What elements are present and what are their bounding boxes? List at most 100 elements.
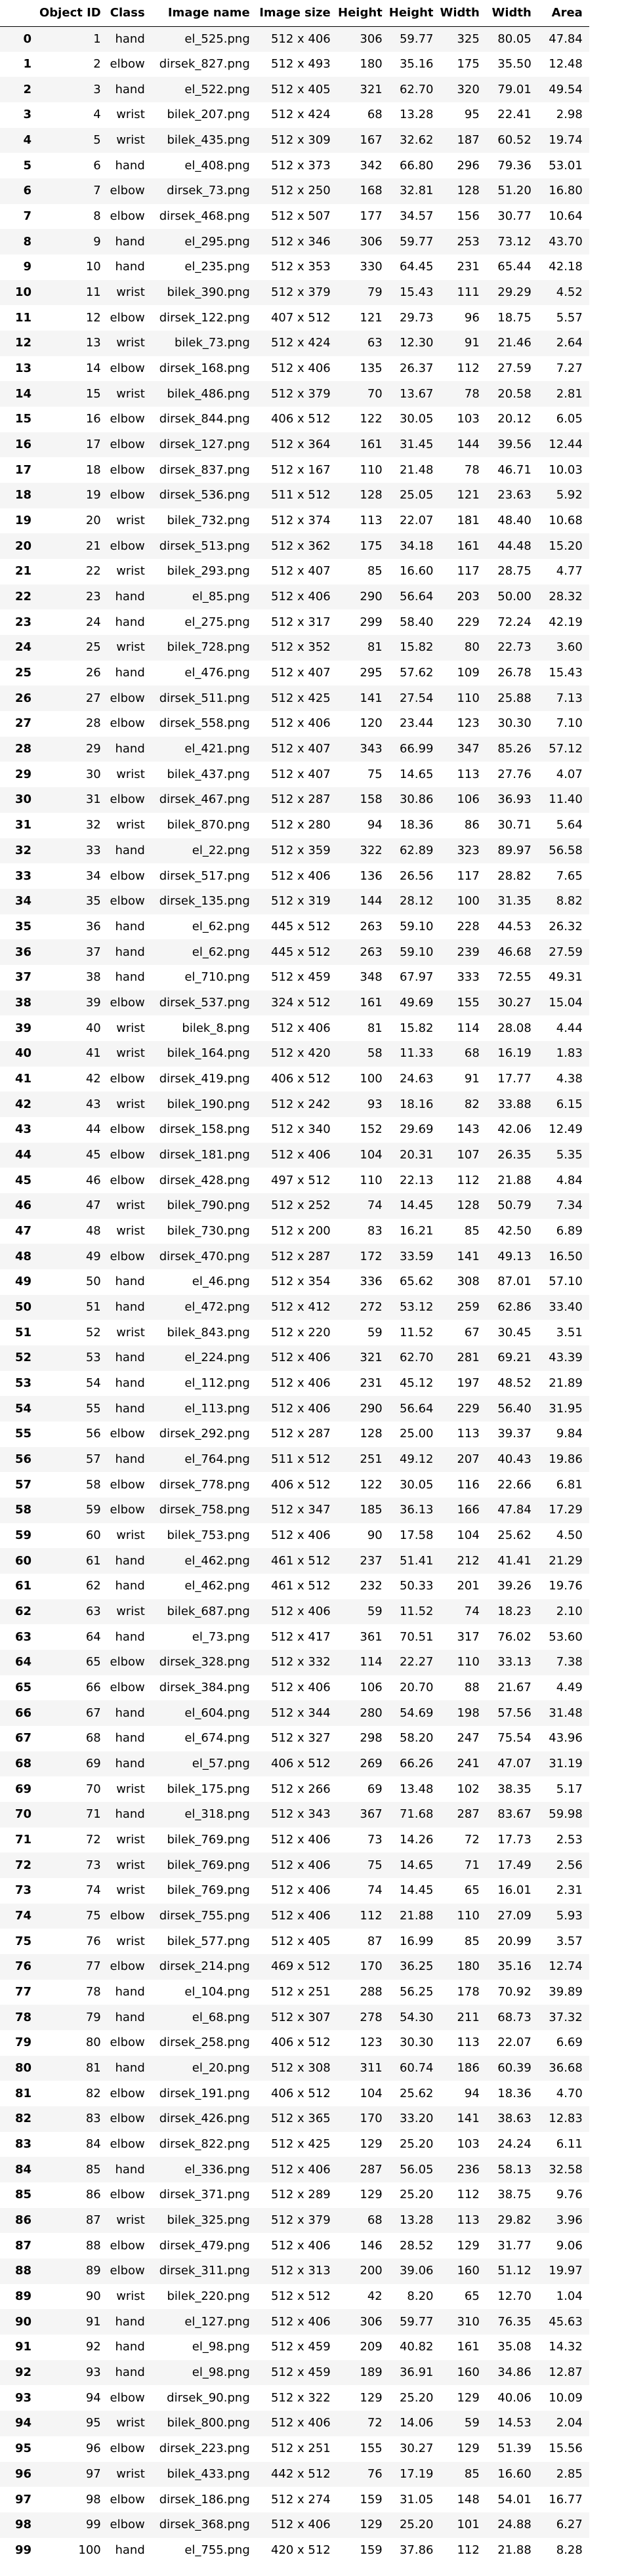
table-cell: 512 x 362 bbox=[270, 539, 331, 553]
row-index: 18 bbox=[14, 488, 31, 502]
table-cell: 4.38 bbox=[556, 1071, 583, 1086]
table-cell: 69 bbox=[85, 1757, 101, 1771]
table-cell: 129 bbox=[457, 2390, 480, 2405]
table-row: 57 58 elbow dirsek_778.png 406 x 512 122 30.05… bbox=[0, 1472, 589, 1498]
table-cell: 42 bbox=[367, 2289, 383, 2304]
table-cell: 28.75 bbox=[497, 564, 532, 579]
table-cell: 512 x 417 bbox=[270, 1629, 331, 1644]
row-index: 50 bbox=[14, 1299, 31, 1314]
table-cell: 100 bbox=[78, 2543, 101, 2557]
table-cell: 21.88 bbox=[399, 1909, 434, 1923]
table-cell: hand bbox=[115, 1299, 145, 1314]
table-cell: 30.05 bbox=[399, 1477, 434, 1492]
table-cell: 7.10 bbox=[556, 716, 583, 731]
table-cell: el_764.png bbox=[184, 1452, 250, 1466]
table-cell: 104 bbox=[360, 2086, 383, 2100]
table-cell: 39.37 bbox=[497, 1427, 532, 1441]
table-cell: 175 bbox=[360, 539, 383, 553]
table-row: 94 95 wrist bilek_800.png 512 x 406 72 14.06 59… bbox=[0, 2411, 589, 2436]
table-cell: 75 bbox=[85, 1909, 101, 1923]
table-cell: 16.50 bbox=[549, 1249, 583, 1263]
row-index: 65 bbox=[14, 1681, 31, 1694]
table-cell: elbow bbox=[110, 462, 145, 477]
table-cell: 159 bbox=[360, 2543, 383, 2557]
table-cell: 31.45 bbox=[399, 438, 434, 452]
table-cell: 136 bbox=[360, 869, 383, 883]
table-cell: 94 bbox=[85, 2390, 101, 2405]
table-cell: elbow bbox=[110, 1427, 145, 1441]
table-cell: 25.20 bbox=[399, 2390, 434, 2405]
table-cell: 512 x 251 bbox=[270, 1985, 331, 1999]
table-cell: 40.82 bbox=[399, 2340, 434, 2354]
table-cell: 512 x 424 bbox=[270, 336, 331, 350]
table-cell: 113 bbox=[457, 767, 480, 781]
table-cell: dirsek_258.png bbox=[159, 2035, 250, 2050]
table-cell: 3.96 bbox=[556, 2213, 583, 2228]
row-index: 16 bbox=[14, 438, 31, 452]
table-cell: 53.60 bbox=[549, 1629, 583, 1644]
table-cell: 40.06 bbox=[497, 2390, 532, 2405]
table-cell: 33.59 bbox=[399, 1249, 434, 1263]
table-cell: 67 bbox=[464, 1325, 480, 1339]
table-cell: hand bbox=[115, 590, 145, 604]
table-row: 86 87 wrist bilek_325.png 512 x 379 68 13.28 11… bbox=[0, 2207, 589, 2234]
table-cell: 117 bbox=[457, 869, 480, 883]
table-cell: 229 bbox=[457, 1401, 480, 1416]
table-cell: 85.26 bbox=[497, 742, 532, 756]
row-index: 54 bbox=[14, 1401, 31, 1416]
table-cell: 20.99 bbox=[497, 1934, 532, 1948]
table-cell: 47.07 bbox=[497, 1757, 532, 1771]
table-cell: 26.32 bbox=[549, 919, 583, 933]
table-cell: 30.30 bbox=[399, 2035, 434, 2050]
table-cell: 201 bbox=[457, 1579, 480, 1593]
table-cell: hand bbox=[115, 1985, 145, 1999]
table-cell: 110 bbox=[457, 1655, 480, 1669]
table-cell: 512 x 313 bbox=[270, 2264, 331, 2278]
table-cell: 50 bbox=[85, 1275, 101, 1289]
table-cell: 512 x 252 bbox=[270, 1198, 331, 1213]
table-row: 73 74 wrist bilek_769.png 512 x 406 74 14.45 65… bbox=[0, 1878, 589, 1904]
table-cell: 18.75 bbox=[497, 310, 532, 325]
table-cell: bilek_730.png bbox=[167, 1223, 250, 1238]
table-cell: dirsek_186.png bbox=[159, 2492, 250, 2506]
table-cell: dirsek_122.png bbox=[159, 310, 250, 325]
table-cell: wrist bbox=[116, 1934, 145, 1948]
table-cell: 54.30 bbox=[399, 2010, 434, 2024]
table-cell: 72.24 bbox=[497, 615, 532, 629]
table-cell: 95 bbox=[464, 108, 480, 122]
row-index: 83 bbox=[14, 2137, 31, 2152]
table-cell: 69 bbox=[367, 1782, 383, 1796]
table-cell: 107 bbox=[457, 1147, 480, 1162]
table-cell: 129 bbox=[360, 2390, 383, 2405]
table-cell: 43.70 bbox=[549, 234, 583, 249]
table-body: 0 1 hand el_525.png 512 x 406 306 59.77 325 80.0… bbox=[0, 26, 589, 2564]
table-cell: el_73.png bbox=[192, 1629, 250, 1644]
table-cell: 22 bbox=[85, 564, 101, 579]
table-row: 72 73 wrist bilek_769.png 512 x 406 75 14.65 71… bbox=[0, 1852, 589, 1879]
table-cell: 30.27 bbox=[399, 2442, 434, 2456]
table-cell: 4.77 bbox=[556, 564, 583, 579]
table-cell: 49.69 bbox=[399, 995, 434, 1010]
table-row: 30 31 elbow dirsek_467.png 512 x 287 158 30.86… bbox=[0, 787, 589, 813]
table-cell: 43 bbox=[85, 1097, 101, 1111]
table-row: 53 54 hand el_112.png 512 x 406 231 45.12 197 48… bbox=[0, 1370, 589, 1397]
table-cell: wrist bbox=[116, 767, 145, 781]
table-cell: 5.93 bbox=[556, 1909, 583, 1923]
table-row: 0 1 hand el_525.png 512 x 406 306 59.77 325 80.0… bbox=[0, 26, 589, 52]
table-cell: 42.50 bbox=[497, 1223, 532, 1238]
row-index: 27 bbox=[14, 716, 31, 731]
table-cell: 62.89 bbox=[399, 843, 434, 857]
table-cell: 22.13 bbox=[399, 1173, 434, 1187]
table-cell: 406 x 512 bbox=[270, 1071, 331, 1086]
table-row: 4 5 wrist bilek_435.png 512 x 309 167 32.62 187… bbox=[0, 127, 589, 153]
table-row: 9 10 hand el_235.png 512 x 353 330 64.45 231 65.… bbox=[0, 255, 589, 280]
table-cell: 22.66 bbox=[497, 1477, 532, 1492]
table-cell: 75.54 bbox=[497, 1731, 532, 1746]
table-cell: 17.58 bbox=[399, 1528, 434, 1542]
table-row: 50 51 hand el_472.png 512 x 412 272 53.12 259 62… bbox=[0, 1294, 589, 1320]
table-cell: 512 x 406 bbox=[270, 1528, 331, 1542]
table-cell: 10.64 bbox=[549, 209, 583, 224]
table-cell: 4.84 bbox=[556, 1173, 583, 1187]
table-row: 10 11 wrist bilek_390.png 512 x 379 79 15.43 11… bbox=[0, 279, 589, 306]
table-cell: bilek_687.png bbox=[167, 1604, 250, 1618]
